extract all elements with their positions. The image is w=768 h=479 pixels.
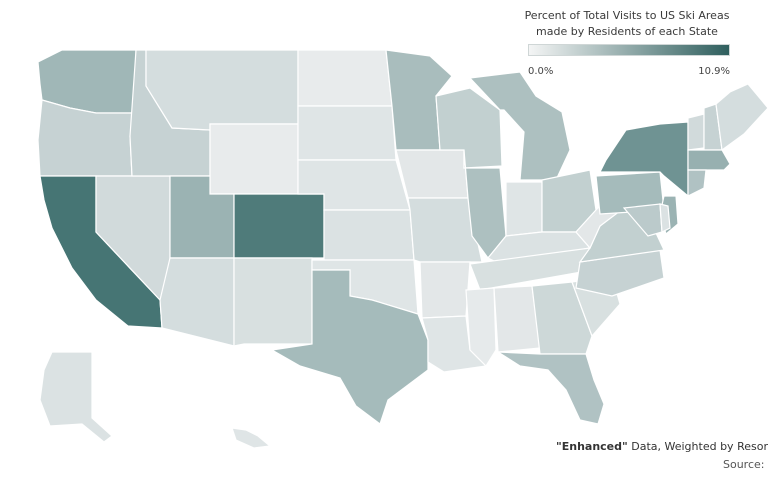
state-fl[interactable]	[495, 351, 605, 425]
state-hi[interactable]	[231, 427, 272, 449]
source-label: Source:	[723, 458, 765, 471]
state-ga[interactable]	[531, 281, 593, 355]
state-de[interactable]	[659, 203, 671, 233]
footnote-quoted: "Enhanced"	[556, 440, 628, 453]
legend-gradient-bar	[528, 44, 730, 56]
state-az[interactable]	[159, 257, 235, 347]
state-ct[interactable]	[687, 169, 707, 197]
state-md[interactable]	[622, 203, 663, 237]
state-il[interactable]	[463, 149, 507, 259]
state-la[interactable]	[421, 315, 488, 373]
legend-title-line2: made by Residents of each State	[536, 25, 718, 38]
legend: Percent of Total Visits to US Ski Areas …	[520, 8, 734, 77]
state-ma[interactable]	[687, 149, 731, 171]
state-wi[interactable]	[435, 87, 503, 169]
state-co[interactable]	[233, 193, 325, 259]
state-ms[interactable]	[465, 287, 497, 367]
state-nd[interactable]	[297, 49, 393, 107]
legend-max-label: 10.9%	[698, 66, 730, 77]
state-nm[interactable]	[233, 257, 313, 347]
footnote: "Enhanced" Data, Weighted by Resor	[556, 440, 768, 453]
state-ia[interactable]	[395, 149, 469, 199]
state-mt[interactable]	[145, 49, 299, 131]
state-sd[interactable]	[297, 105, 397, 161]
states-layer	[37, 49, 768, 449]
state-tx[interactable]	[270, 269, 429, 425]
state-in[interactable]	[505, 181, 543, 237]
state-ar[interactable]	[419, 261, 471, 319]
state-ks[interactable]	[323, 209, 415, 261]
legend-min-label: 0.0%	[528, 66, 554, 77]
state-wy[interactable]	[209, 123, 299, 195]
legend-title-line1: Percent of Total Visits to US Ski Areas	[524, 9, 730, 22]
state-me[interactable]	[715, 83, 768, 152]
state-ak[interactable]	[39, 351, 113, 443]
state-vt[interactable]	[687, 113, 705, 151]
footnote-rest: Data, Weighted by Resor	[627, 440, 768, 453]
